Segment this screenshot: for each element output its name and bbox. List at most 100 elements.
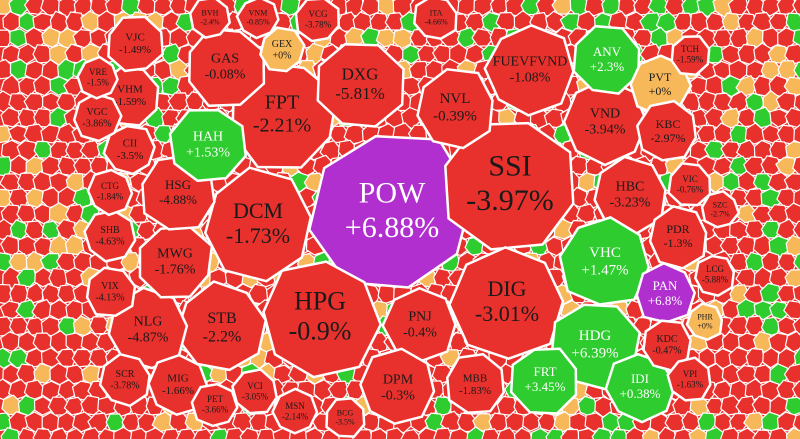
cell: [83, 209, 137, 263]
change: -4.87%: [128, 331, 169, 346]
small-cell: [792, 413, 800, 433]
small-cell: [513, 427, 533, 439]
small-cell: [305, 427, 324, 439]
change: -1.84%: [97, 191, 124, 201]
cell: [359, 347, 436, 426]
small-cell: [768, 235, 790, 258]
change: +1.47%: [581, 262, 628, 278]
change: -0.08%: [205, 68, 246, 83]
ticker: PAN: [653, 278, 678, 293]
small-cell: [9, 154, 29, 176]
small-cell: [793, 93, 800, 112]
small-cell: [591, 427, 615, 439]
cell: [231, 368, 279, 415]
small-cell: [768, 427, 790, 439]
ticker: PDR: [666, 222, 689, 236]
small-cell: [792, 284, 800, 303]
ticker: VHM: [117, 83, 143, 95]
cell: [138, 225, 214, 299]
cell: [700, 189, 741, 229]
ticker: ITA: [430, 8, 443, 17]
small-cell: [16, 268, 38, 288]
ticker: PET: [207, 394, 224, 404]
small-cell: [192, 428, 214, 439]
cell: [168, 108, 248, 183]
small-cell: [8, 0, 29, 17]
change: +2.3%: [590, 59, 625, 74]
change: +6.8%: [648, 293, 683, 308]
small-cell: [784, 330, 800, 353]
cell: [188, 0, 232, 39]
ticker: DIG: [487, 276, 526, 301]
ticker: VJC: [125, 31, 145, 43]
small-cell: [239, 427, 261, 439]
change: -3.5%: [335, 418, 355, 427]
ticker: VCG: [308, 9, 328, 19]
change: -3.5%: [117, 150, 144, 162]
change: -3.78%: [110, 380, 139, 391]
small-cell: [657, 426, 677, 439]
small-cell: [641, 428, 661, 439]
change: -3.78%: [305, 19, 332, 29]
change: -2.2%: [203, 328, 242, 345]
small-cell: [97, 427, 117, 439]
small-cell: [728, 346, 750, 368]
ticker: POW: [359, 176, 426, 209]
ticker: BVH: [202, 8, 219, 17]
cells: POW+6.88%SSI-3.97%HPG-0.9%DIG-3.01%DCM-1…: [72, 0, 741, 438]
small-cell: [777, 316, 798, 336]
cell: [203, 166, 313, 283]
ticker: VRE: [89, 67, 108, 77]
ticker: VND: [590, 107, 620, 122]
change: -3.97%: [466, 184, 553, 217]
ticker: LCG: [706, 264, 725, 274]
small-cell: [545, 10, 565, 33]
cell: [325, 397, 366, 438]
change: +6.88%: [345, 211, 439, 244]
small-cell: [793, 188, 800, 207]
small-cell: [768, 267, 790, 290]
change: -2.97%: [651, 131, 686, 145]
ticker: VCI: [247, 381, 263, 391]
small-cell: [793, 61, 800, 79]
cell: [86, 168, 134, 217]
ticker: FRT: [533, 364, 556, 379]
cell: [271, 387, 319, 435]
ticker: DXG: [342, 65, 379, 84]
ticker: HPG: [294, 287, 346, 316]
ticker: SZC: [713, 200, 728, 209]
cell: [76, 55, 119, 100]
small-cell: [0, 427, 22, 439]
small-cell: [81, 427, 103, 439]
ticker: DPM: [383, 373, 414, 388]
cell: [558, 216, 651, 306]
ticker: MWG: [157, 247, 193, 262]
change: -3.05%: [242, 391, 269, 401]
small-cell: [792, 156, 800, 177]
cell: [259, 26, 306, 73]
change: -4.66%: [424, 18, 448, 27]
ticker: MSN: [285, 401, 305, 411]
small-cell: [370, 427, 389, 439]
ticker: HAH: [193, 130, 223, 145]
change: +6.39%: [571, 345, 618, 361]
cell: [98, 352, 151, 408]
change: -3.86%: [82, 118, 111, 129]
change: +1.53%: [186, 146, 230, 161]
cell: [670, 35, 711, 76]
ticker: IDI: [631, 371, 649, 386]
change: +0%: [649, 84, 672, 98]
ticker: CTG: [101, 181, 120, 191]
change: -2.4%: [200, 18, 220, 27]
ticker: HDG: [579, 328, 612, 344]
change: -2.7%: [710, 210, 730, 219]
ticker: FUEVFVND: [493, 55, 568, 70]
cell: [416, 67, 494, 150]
cell: [235, 0, 280, 40]
ticker: HBC: [616, 180, 645, 195]
change: -1.73%: [226, 223, 290, 248]
change: -5.88%: [702, 274, 729, 284]
small-cell: [64, 234, 86, 256]
ticker: ANV: [593, 44, 622, 59]
